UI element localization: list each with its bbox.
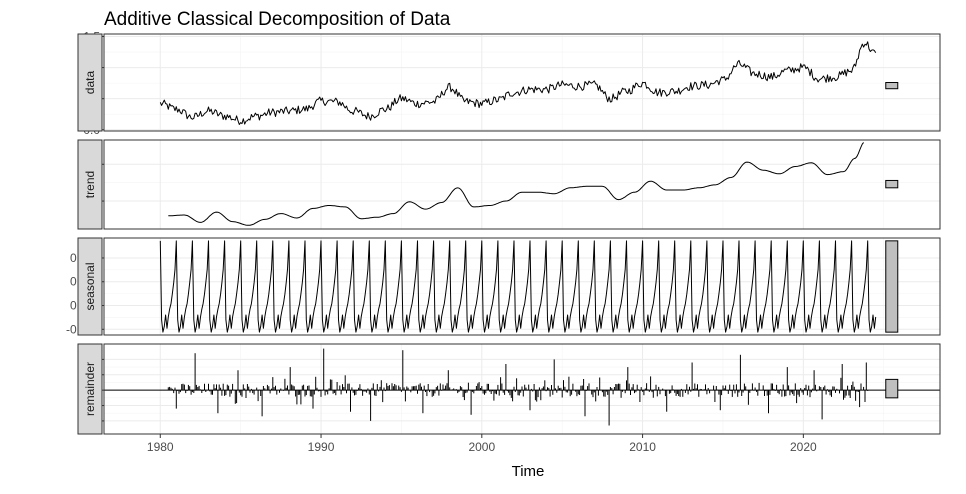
- x-axis-title: Time: [512, 463, 545, 480]
- x-tick-label: 2000: [468, 440, 495, 454]
- chart-title: Additive Classical Decomposition of Data: [104, 9, 451, 30]
- strip-label-seasonal: seasonal: [83, 262, 97, 310]
- seasonal-line: [159, 240, 877, 333]
- strip-label-trend: trend: [83, 171, 97, 198]
- strip-background: [77, 139, 103, 230]
- x-tick-label: 1980: [147, 440, 174, 454]
- seasonal-range-bar: [885, 240, 899, 333]
- trend-range-bar: [885, 179, 899, 189]
- data-range-bar: [885, 82, 899, 90]
- remainder-range-bar: [885, 378, 899, 399]
- data-line: [159, 41, 877, 125]
- strip-label-data: data: [83, 70, 97, 94]
- x-axis: 1980 1990 2000 2010 2020: [147, 434, 817, 454]
- x-tick-label: 2020: [790, 440, 817, 454]
- strip-background: [77, 33, 103, 132]
- panel-border: [103, 343, 941, 435]
- panel-background: [104, 34, 940, 131]
- strip-background: [77, 343, 103, 435]
- strip-background: [77, 237, 103, 336]
- panel-background: [104, 140, 940, 229]
- panel-border: [103, 33, 941, 132]
- trend-line: [168, 142, 864, 226]
- x-tick-label: 1990: [308, 440, 335, 454]
- panel-remainder: -0.2-0.10.00.10.2remainder: [77, 343, 941, 435]
- x-tick-label: 2010: [629, 440, 656, 454]
- panel-trend: 0.51.0trend: [77, 139, 941, 230]
- panel-border: [103, 139, 941, 230]
- panel-border: [103, 237, 941, 336]
- panel-seasonal: -0.0250.0000.0250.050seasonal: [66, 237, 941, 336]
- panels-group: 0.00.51.01.5data0.51.0trend-0.0250.0000.…: [66, 29, 941, 435]
- panel-data: 0.00.51.01.5data: [77, 29, 941, 137]
- strip-label-remainder: remainder: [83, 362, 97, 416]
